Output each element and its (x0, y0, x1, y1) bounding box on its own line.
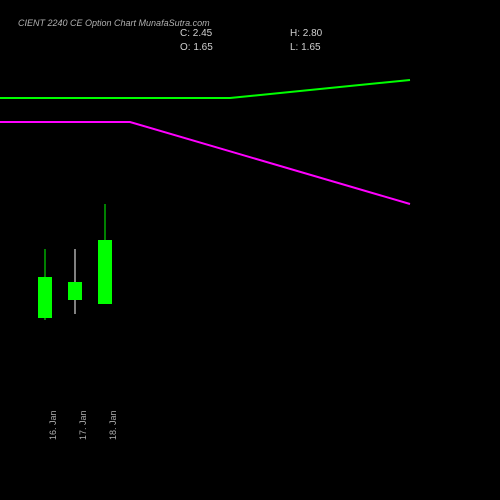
x-axis-tick-label: 18. Jan (108, 410, 118, 440)
upper-line (0, 80, 410, 98)
x-axis-tick-label: 17. Jan (78, 410, 88, 440)
chart-plot-area (0, 0, 500, 500)
candle-body (38, 277, 52, 318)
x-axis-tick-label: 16. Jan (48, 410, 58, 440)
lower-line (0, 122, 410, 204)
candle-body (98, 240, 112, 304)
candle-body (68, 282, 82, 300)
